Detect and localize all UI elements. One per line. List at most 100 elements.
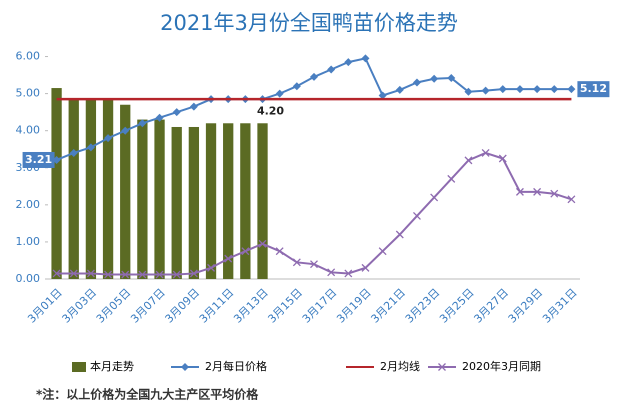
point bbox=[515, 85, 524, 94]
point bbox=[138, 119, 147, 128]
legend-item: 2020年3月同期 bbox=[428, 359, 541, 373]
legend-marker bbox=[438, 363, 446, 371]
x-tick-label: 3月11日 bbox=[197, 286, 237, 326]
point bbox=[275, 89, 284, 98]
point bbox=[224, 254, 233, 263]
point bbox=[241, 247, 250, 256]
point bbox=[481, 86, 490, 95]
point bbox=[207, 263, 215, 272]
x-tick-label: 3月21日 bbox=[368, 286, 408, 326]
point bbox=[69, 148, 78, 157]
y-tick-label: 6.00 bbox=[16, 50, 41, 63]
legend-item: 2月每日价格 bbox=[171, 359, 267, 373]
point bbox=[52, 155, 61, 164]
y-tick-label: 5.00 bbox=[16, 87, 41, 100]
point bbox=[86, 143, 95, 152]
chart-title: 2021年3月份全国鸭苗价格走势 bbox=[160, 11, 458, 35]
x-tick-label: 3月05日 bbox=[94, 286, 134, 326]
x-tick-label: 3月09日 bbox=[163, 286, 203, 326]
point bbox=[464, 87, 473, 96]
legend-label: 本月走势 bbox=[90, 359, 134, 373]
point bbox=[498, 85, 507, 94]
point bbox=[310, 260, 318, 269]
point bbox=[464, 156, 473, 165]
y-tick-label: 0.00 bbox=[16, 272, 41, 285]
data-label: 4.20 bbox=[257, 104, 284, 117]
point bbox=[344, 269, 353, 278]
point bbox=[413, 212, 421, 220]
y-tick-label: 1.00 bbox=[16, 235, 41, 248]
x-tick-label: 3月31日 bbox=[540, 286, 580, 326]
point bbox=[395, 85, 404, 94]
point bbox=[395, 230, 404, 239]
point bbox=[292, 82, 301, 91]
point bbox=[515, 187, 524, 196]
bar bbox=[240, 123, 251, 280]
point bbox=[412, 78, 421, 87]
point bbox=[172, 108, 181, 117]
bar bbox=[102, 99, 114, 279]
bar bbox=[171, 126, 182, 279]
y-tick-label: 4.00 bbox=[16, 124, 41, 137]
x-tick-label: 3月25日 bbox=[437, 286, 477, 326]
data-label-box bbox=[22, 151, 55, 168]
point bbox=[104, 270, 113, 279]
x-tick-label: 3月17日 bbox=[300, 286, 340, 326]
legend-marker bbox=[181, 363, 189, 371]
point bbox=[361, 54, 370, 63]
y-tick-label: 2.00 bbox=[16, 198, 41, 211]
bar bbox=[85, 99, 97, 279]
point bbox=[567, 85, 576, 94]
point bbox=[189, 102, 198, 111]
point bbox=[275, 247, 284, 256]
point bbox=[52, 269, 61, 278]
point bbox=[550, 85, 559, 94]
point bbox=[533, 187, 542, 196]
point bbox=[292, 258, 301, 267]
point bbox=[155, 270, 164, 279]
point bbox=[567, 195, 576, 204]
bar bbox=[137, 119, 148, 279]
bar bbox=[68, 99, 79, 279]
bar bbox=[51, 88, 62, 279]
point bbox=[104, 134, 113, 143]
data-label: 3.21 bbox=[25, 153, 52, 166]
point bbox=[430, 193, 439, 202]
point bbox=[550, 189, 559, 198]
point bbox=[258, 239, 267, 248]
bar bbox=[154, 119, 165, 279]
point bbox=[447, 174, 456, 183]
point bbox=[430, 74, 439, 83]
point bbox=[378, 247, 387, 256]
point bbox=[327, 268, 336, 277]
data-label-box bbox=[577, 81, 610, 98]
point bbox=[378, 91, 387, 100]
bar bbox=[257, 123, 268, 280]
point bbox=[481, 148, 490, 157]
bar bbox=[205, 123, 217, 280]
point bbox=[121, 126, 130, 135]
point bbox=[498, 154, 507, 163]
x-tick-label: 3月01日 bbox=[25, 286, 65, 326]
line bbox=[56, 151, 572, 276]
data-label: 5.12 bbox=[580, 82, 607, 95]
bar bbox=[120, 104, 131, 279]
point bbox=[533, 85, 542, 94]
bar bbox=[188, 126, 200, 279]
point bbox=[69, 269, 78, 278]
legend-item: 2月均线 bbox=[346, 359, 420, 373]
point bbox=[155, 113, 164, 122]
x-tick-label: 3月23日 bbox=[403, 286, 443, 326]
x-tick-label: 3月19日 bbox=[334, 286, 374, 326]
legend-label: 2月每日价格 bbox=[205, 359, 267, 373]
point bbox=[172, 270, 181, 279]
point bbox=[138, 270, 147, 279]
x-tick-label: 3月15日 bbox=[265, 286, 305, 326]
point bbox=[447, 74, 456, 83]
footnote: *注：以上价格为全国九大主产区平均价格 bbox=[36, 387, 259, 402]
point bbox=[86, 269, 95, 278]
point bbox=[121, 270, 130, 279]
bar bbox=[223, 123, 234, 280]
